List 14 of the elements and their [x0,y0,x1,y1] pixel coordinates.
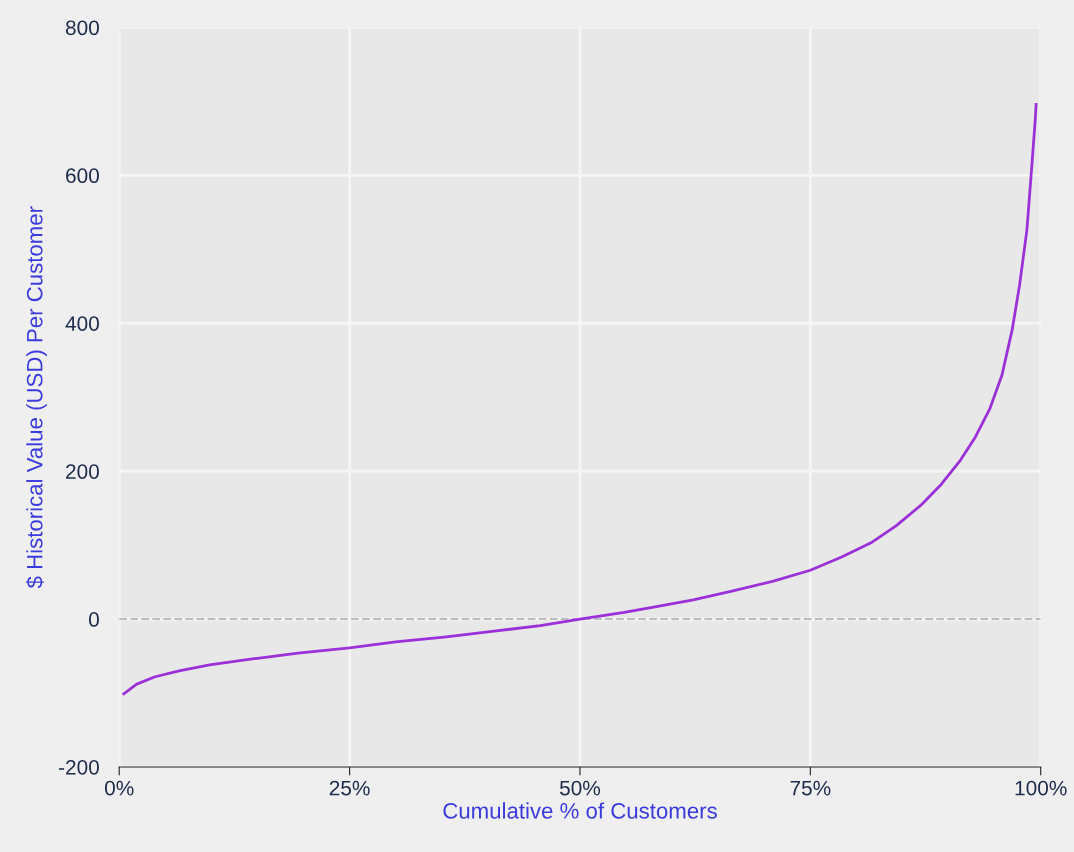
x-tick-label: 75% [790,780,831,796]
y-tick-label: 600 [66,168,99,184]
y-tick-label: 800 [65,20,99,36]
x-tick-label: 100% [1015,780,1067,796]
y-tick-label: 400 [65,316,99,331]
x-tick-label: 0% [104,780,134,796]
x-tick-label: 25% [329,780,370,796]
y-tick-label: 0 [89,612,99,627]
line-series [122,102,1038,696]
y-axis-title: $ Historical Value (USD) Per Customer [25,206,47,589]
y-tick-label: 200 [66,464,99,479]
x-axis-title: Cumulative % of Customers [443,802,717,819]
y-tick-label: -200 [59,759,99,775]
x-tick-label: 50% [559,780,601,796]
